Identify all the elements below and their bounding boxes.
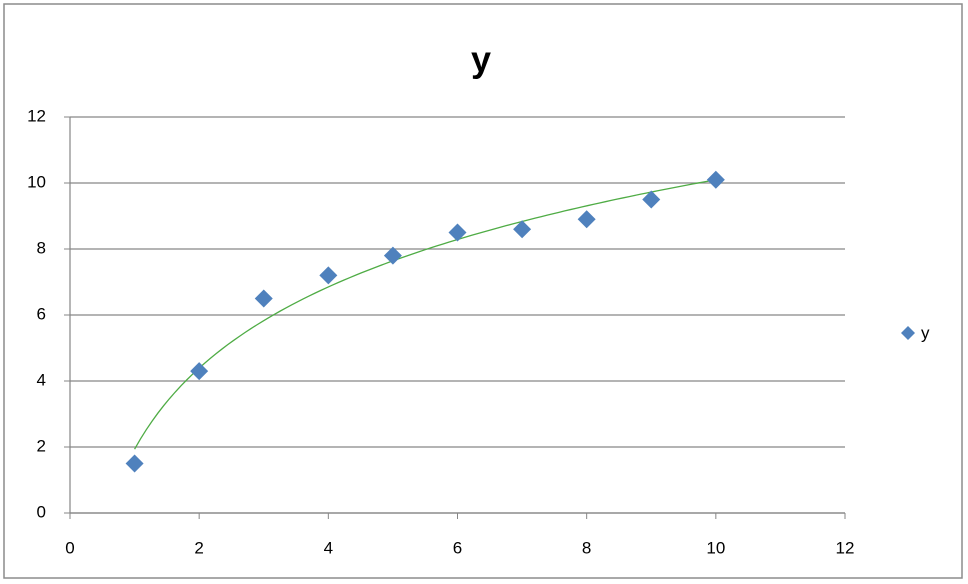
point [706,170,725,189]
point [513,220,532,239]
point [190,362,209,381]
x-tick-label: 8 [582,538,591,557]
y-tick-label: 8 [37,238,46,257]
chart-title: y [471,39,491,80]
point [254,289,273,308]
x-tick-label: 0 [65,538,74,557]
legend-label: y [921,323,930,342]
y-tick-label: 6 [37,304,46,323]
point [642,190,661,209]
point [448,223,467,242]
chart-border [3,3,963,579]
x-tick-label: 4 [324,538,333,557]
legend-marker [901,326,915,340]
y-tick-label: 12 [27,106,46,125]
y-tick-label: 4 [37,370,46,389]
point [577,210,596,229]
x-tick-label: 10 [706,538,725,557]
point [125,454,144,473]
x-tick-label: 2 [194,538,203,557]
y-tick-label: 0 [37,502,46,521]
x-tick-label: 6 [453,538,462,557]
point [319,266,338,285]
point [383,246,402,265]
x-tick-label: 12 [836,538,855,557]
trendline [134,179,716,450]
y-tick-label: 10 [27,172,46,191]
y-tick-label: 2 [37,436,46,455]
